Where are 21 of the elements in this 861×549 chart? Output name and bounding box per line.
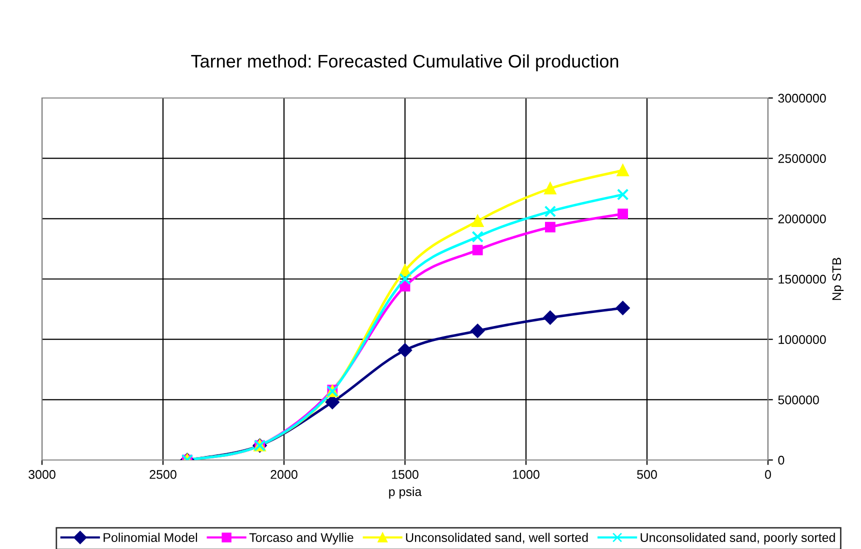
y-tick-label: 2500000: [778, 154, 826, 163]
y-axis-title: Np STB: [832, 258, 844, 300]
legend-label: Polinomial Model: [104, 532, 197, 542]
x-tick-label: 1500: [392, 470, 418, 479]
x-tick-label: 1000: [513, 470, 540, 479]
x-axis-title: p psia: [389, 486, 422, 499]
y-tick-label: 500000: [778, 395, 819, 404]
chart-title: Tarner method: Forecasted Cumulative Oil production: [191, 54, 618, 72]
y-tick-label: 1000000: [778, 335, 826, 344]
y-tick-label: 1500000: [778, 274, 826, 284]
y-tick-label: 3000000: [778, 94, 826, 103]
x-tick-label: 2000: [270, 470, 298, 479]
legend-label: Unconsolidated sand, well sorted: [406, 532, 588, 544]
legend-label: Unconsolidated sand, poorly sorted: [640, 532, 835, 544]
x-tick-label: 3000: [28, 470, 56, 479]
y-tick-label: 2000000: [778, 214, 826, 224]
x-tick-label: 500: [637, 470, 657, 479]
x-tick-label: 0: [765, 470, 771, 479]
x-tick-label: 2500: [150, 470, 176, 479]
legend-label: Torcaso and Wyllie: [249, 532, 354, 544]
y-tick-label: 0: [778, 456, 784, 465]
